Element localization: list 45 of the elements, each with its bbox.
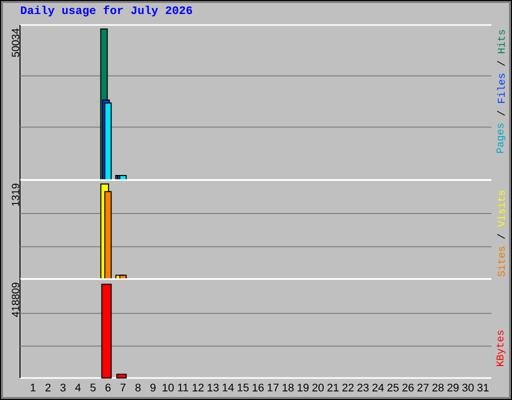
- x-tick-label: 7: [120, 384, 126, 392]
- bar: [104, 102, 112, 181]
- x-tick-label: 23: [357, 384, 369, 392]
- text: /: [497, 60, 505, 66]
- x-tick-label: 21: [327, 384, 339, 392]
- x-tick-label: 12: [192, 384, 204, 392]
- text: 50034: [12, 28, 20, 57]
- x-tick-label: 3: [60, 384, 66, 392]
- x-tick-label: 15: [238, 384, 249, 392]
- x-tick-label: 16: [252, 384, 264, 392]
- x-tick-label: 14: [222, 384, 234, 392]
- x-tick-label: 25: [387, 384, 399, 392]
- x-tick-label: 1: [30, 384, 36, 392]
- x-tick-label: 11: [178, 384, 188, 392]
- x-tick-label: 10: [162, 384, 174, 392]
- text: Visits: [497, 190, 505, 227]
- text: KBytes: [496, 330, 506, 366]
- x-tick-label: 9: [150, 384, 156, 392]
- x-tick-label: 26: [402, 384, 414, 392]
- x-tick-label: 27: [417, 384, 429, 392]
- text: 1319: [12, 184, 20, 206]
- x-tick-label: 2: [45, 384, 51, 392]
- chart-title: Daily usage for July 2026: [20, 6, 192, 16]
- text: Hits: [497, 30, 505, 54]
- x-tick-label: 19: [298, 384, 309, 392]
- x-tick-label: 31: [477, 384, 489, 392]
- x-tick-label: 17: [268, 384, 279, 392]
- x-tick-label: 22: [342, 384, 354, 392]
- text: Sites: [497, 246, 505, 276]
- x-tick-label: 4: [75, 384, 81, 392]
- x-tick-label: 29: [447, 384, 459, 392]
- x-tick-label: 8: [135, 384, 141, 392]
- x-tick-label: 30: [462, 384, 474, 392]
- x-tick-label: 5: [90, 384, 96, 392]
- x-tick-label: 28: [432, 384, 444, 392]
- text: /: [497, 234, 505, 239]
- x-tick-label: 24: [372, 384, 384, 392]
- x-tick-label: 13: [208, 384, 219, 392]
- x-tick-label: 6: [106, 384, 111, 392]
- text: Pages: [496, 124, 506, 153]
- text: /: [497, 110, 505, 116]
- x-tick-label: 20: [312, 384, 324, 392]
- x-tick-label: 18: [282, 384, 294, 392]
- text: Files: [497, 74, 505, 103]
- text: 418809: [12, 282, 20, 318]
